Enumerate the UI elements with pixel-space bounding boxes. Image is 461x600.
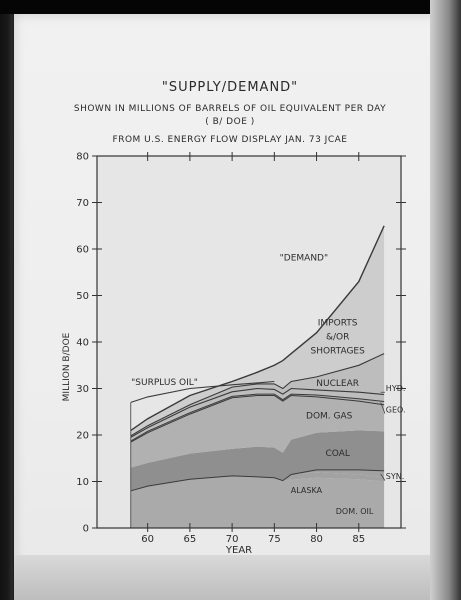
chart-subtitle-units: SHOWN IN MILLIONS OF BARRELS OF OIL EQUI… [73, 104, 387, 114]
label-and-or: &/OR [326, 333, 349, 343]
y-tick-label: 30 [76, 384, 89, 395]
label-demand: "DEMAND" [280, 254, 328, 264]
label-syn: SYN. [386, 472, 405, 481]
line-geo [130, 393, 385, 442]
line-nuclear [130, 353, 385, 437]
y-tick-label: 10 [76, 477, 89, 488]
y-tick-label: 0 [83, 524, 89, 535]
label-geo: GEO. [386, 406, 406, 415]
area-dom-oil [130, 475, 385, 528]
line-dom-gas [130, 394, 385, 443]
label-coal: COAL [325, 449, 349, 459]
y-tick-label: 40 [76, 338, 89, 349]
x-tick-label: 60 [141, 534, 154, 545]
y-axis-label: MILLION B/DOE [62, 332, 72, 401]
chart-subtitle-source: FROM U.S. ENERGY FLOW DISPLAY JAN. 73 JC… [112, 135, 348, 145]
y-tick-label: 60 [76, 245, 89, 256]
line-demand [130, 225, 385, 431]
area-syn [130, 469, 385, 491]
x-tick-label: 65 [184, 534, 197, 545]
area-imports [130, 225, 385, 436]
label-imports: IMPORTS [318, 319, 358, 329]
leader-line [380, 473, 386, 481]
area-hyd [130, 388, 385, 441]
y-tick-label: 80 [76, 152, 89, 163]
y-tick-label: 50 [76, 291, 89, 302]
x-tick-label: 80 [310, 534, 323, 545]
label-hyd: HYD. [386, 384, 406, 393]
line-syn [130, 469, 385, 492]
y-tick-label: 20 [76, 431, 89, 442]
area-alaska [130, 472, 385, 491]
x-tick-label: 75 [268, 534, 281, 545]
y-tick-label: 70 [76, 198, 89, 209]
label-dom-oil: DOM. OIL [336, 507, 374, 516]
area-dom-gas [130, 395, 385, 468]
label-nuclear: NUCLEAR [316, 379, 359, 389]
x-tick-label: 70 [226, 534, 239, 545]
x-tick-label: 85 [352, 534, 365, 545]
film-border [0, 0, 461, 14]
glass-edge [430, 0, 461, 600]
chart-subtitle-abbrev: ( B/ DOE ) [205, 117, 255, 127]
area-coal [130, 430, 385, 491]
x-axis-label: YEAR [225, 545, 252, 556]
label-shortages: SHORTAGES [310, 347, 365, 357]
leader-line [380, 402, 386, 414]
label-surplus-oil: "SURPLUS OIL" [131, 378, 198, 388]
label-dom-gas: DOM. GAS [306, 412, 353, 422]
paper-lower-band [14, 555, 454, 600]
chart-title: "SUPPLY/DEMAND" [161, 80, 299, 95]
line-surplus-oil [130, 380, 275, 403]
label-alaska: ALASKA [291, 486, 323, 495]
line-hyd [130, 387, 385, 438]
